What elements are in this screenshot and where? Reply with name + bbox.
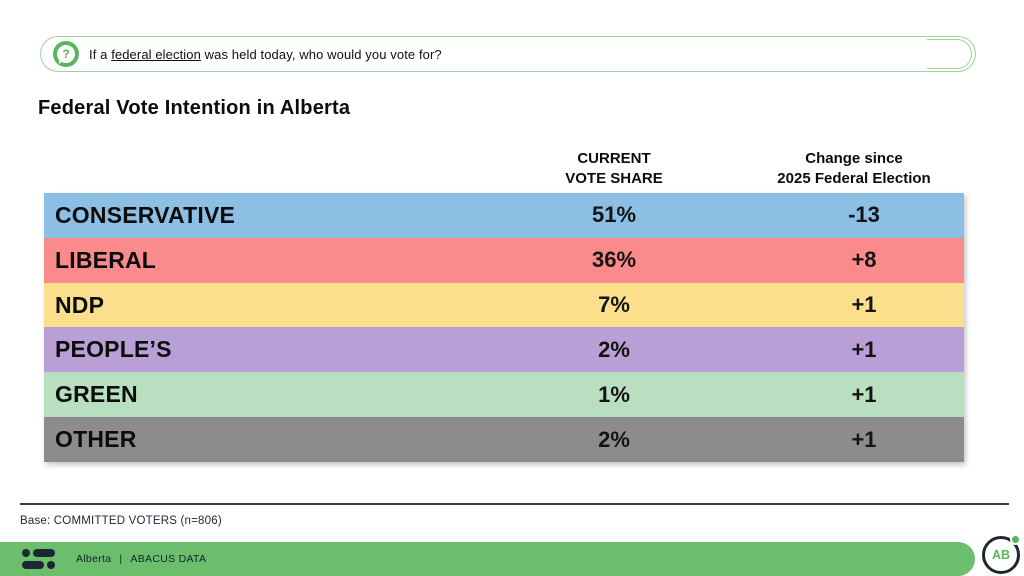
party-cell: LIBERAL <box>55 246 157 273</box>
table-row: OTHER 2% +1 <box>44 417 964 462</box>
question-text-prefix: If a <box>89 46 112 62</box>
ab-badge-text: AB <box>991 548 1011 562</box>
table-row: GREEN 1% +1 <box>44 372 964 418</box>
brand-region: Alberta <box>76 553 112 565</box>
ab-logo-badge: AB <box>982 536 1020 574</box>
table-row: LIBERAL 36% +8 <box>44 237 964 283</box>
party-cell: OTHER <box>55 426 137 453</box>
table-row: NDP 7% +1 <box>44 282 964 328</box>
share-cell: 7% <box>598 292 630 318</box>
table-row: PEOPLE’S 2% +1 <box>44 327 964 373</box>
change-cell: -13 <box>848 202 880 228</box>
change-cell: +1 <box>851 336 877 362</box>
table-header-share-line1: CURRENT <box>577 150 651 167</box>
question-bubble-icon: ? <box>53 41 79 67</box>
change-cell: +1 <box>851 292 877 318</box>
brand-text: Alberta | ABACUS DATA <box>76 542 206 576</box>
abacus-bead-dash <box>33 549 55 557</box>
page-title: Federal Vote Intention in Alberta <box>38 97 351 119</box>
party-cell: GREEN <box>55 381 138 408</box>
share-cell: 2% <box>598 426 630 452</box>
base-note: Base: COMMITTED VOTERS (n=806) <box>20 515 222 527</box>
table-row: CONSERVATIVE 51% -13 <box>44 193 964 238</box>
question-text-suffix: was held today, who would you vote for? <box>200 46 442 62</box>
table-header-change-line1: Change since <box>805 150 903 167</box>
ab-badge-dot-icon <box>1012 536 1019 543</box>
change-cell: +8 <box>851 247 877 273</box>
abacus-logo-icon <box>22 549 58 569</box>
question-bar: ? If a federal election was held today, … <box>40 36 976 72</box>
question-mark-glyph: ? <box>57 45 75 63</box>
table-header-share-line2: VOTE SHARE <box>565 170 663 187</box>
party-cell: NDP <box>55 291 105 318</box>
question-text: If a federal election was held today, wh… <box>89 47 442 62</box>
footer-bar: Alberta | ABACUS DATA <box>0 542 975 576</box>
share-cell: 2% <box>598 336 630 362</box>
table-header-share: CURRENT VOTE SHARE <box>464 149 764 189</box>
table-header-change: Change since 2025 Federal Election <box>744 149 964 189</box>
vote-table: CONSERVATIVE 51% -13 LIBERAL 36% +8 NDP 7% +1 PEO… <box>44 193 964 462</box>
abacus-bead-dash <box>22 561 44 569</box>
brand-divider: | <box>119 553 123 565</box>
change-cell: +1 <box>851 381 877 407</box>
share-cell: 1% <box>598 381 630 407</box>
abacus-bead-row <box>22 561 58 569</box>
party-cell: CONSERVATIVE <box>55 201 236 228</box>
abacus-bead-dot <box>22 549 30 557</box>
abacus-bead-row <box>22 549 58 557</box>
question-text-underlined: federal election <box>111 46 201 62</box>
share-cell: 51% <box>591 202 637 228</box>
party-cell: PEOPLE’S <box>55 336 172 363</box>
footer-divider <box>20 503 1009 505</box>
brand-name: ABACUS DATA <box>130 553 207 565</box>
share-cell: 36% <box>591 247 637 273</box>
table-header-change-line2: 2025 Federal Election <box>777 170 931 187</box>
change-cell: +1 <box>851 426 877 452</box>
abacus-bead-dot <box>47 561 55 569</box>
